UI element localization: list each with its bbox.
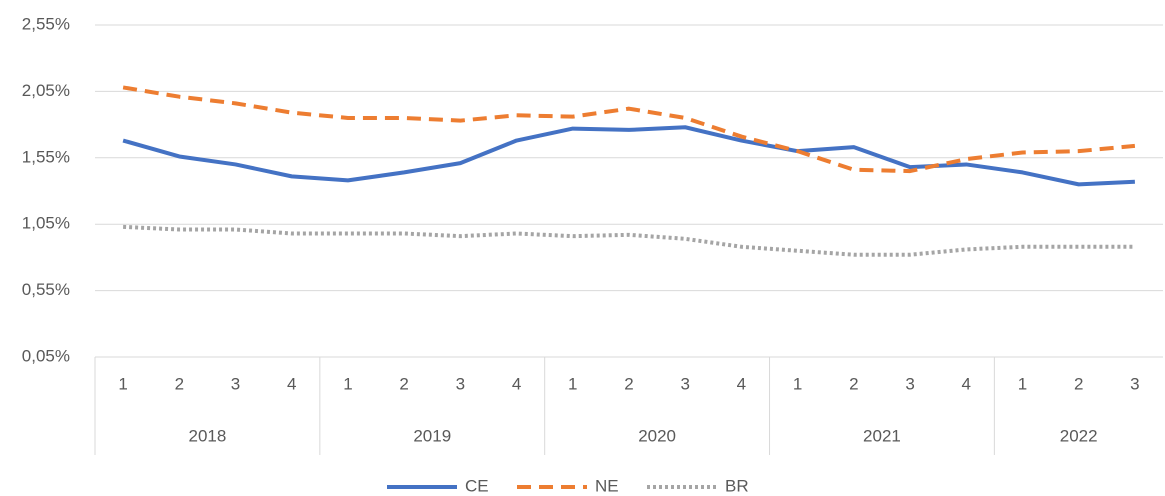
x-tick-label: 4 [737,374,746,393]
series-line [122,85,1136,174]
x-tick-label: 3 [456,374,465,393]
legend-label: CE [465,476,489,495]
y-tick-label: 2,05% [22,81,70,100]
legend-label: NE [595,476,619,495]
y-tick-label: 2,55% [22,14,70,33]
y-tick-label: 0,55% [22,280,70,299]
x-tick-label: 1 [343,374,352,393]
x-group-label: 2018 [189,426,227,445]
x-tick-label: 3 [680,374,689,393]
x-tick-label: 1 [118,374,127,393]
x-group-label: 2019 [413,426,451,445]
x-group-label: 2020 [638,426,676,445]
y-tick-label: 0,05% [22,346,70,365]
x-tick-label: 1 [793,374,802,393]
x-group-label: 2022 [1060,426,1098,445]
x-tick-label: 1 [568,374,577,393]
x-tick-label: 2 [1074,374,1083,393]
x-tick-label: 2 [849,374,858,393]
x-tick-label: 3 [905,374,914,393]
y-tick-label: 1,05% [22,214,70,233]
x-tick-label: 4 [512,374,521,393]
x-tick-label: 4 [962,374,971,393]
x-tick-label: 2 [399,374,408,393]
x-tick-label: 4 [287,374,296,393]
x-tick-label: 3 [1130,374,1139,393]
x-tick-label: 1 [1018,374,1027,393]
x-tick-label: 2 [624,374,633,393]
y-tick-label: 1,55% [22,147,70,166]
legend-label: BR [725,476,749,495]
series-line [122,125,1135,187]
series-line [123,224,1135,257]
x-tick-label: 3 [231,374,240,393]
x-group-label: 2021 [863,426,901,445]
x-tick-label: 2 [175,374,184,393]
